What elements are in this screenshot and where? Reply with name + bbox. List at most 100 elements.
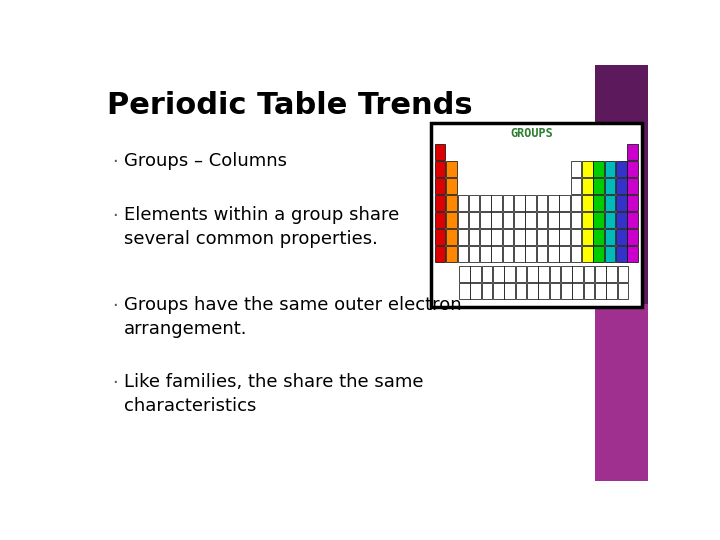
Bar: [549, 283, 560, 299]
Bar: [514, 195, 525, 211]
Bar: [492, 195, 502, 211]
Bar: [548, 246, 559, 262]
Bar: [537, 229, 547, 245]
Bar: [593, 212, 604, 228]
Bar: [457, 195, 468, 211]
Bar: [627, 144, 638, 160]
Bar: [548, 212, 559, 228]
Bar: [627, 178, 638, 194]
Bar: [549, 266, 560, 282]
Bar: [492, 212, 502, 228]
Bar: [539, 283, 549, 299]
Bar: [605, 246, 616, 262]
Text: Groups – Columns: Groups – Columns: [124, 152, 287, 170]
Bar: [459, 283, 469, 299]
Bar: [571, 161, 581, 177]
Bar: [435, 161, 446, 177]
Bar: [493, 266, 503, 282]
Bar: [503, 246, 513, 262]
Bar: [559, 195, 570, 211]
Bar: [527, 266, 538, 282]
Bar: [459, 266, 469, 282]
Bar: [435, 246, 446, 262]
Bar: [514, 246, 525, 262]
Bar: [469, 246, 480, 262]
Text: GROUPS: GROUPS: [510, 127, 554, 140]
Bar: [616, 195, 626, 211]
Text: Periodic Table Trends: Periodic Table Trends: [107, 91, 472, 120]
Bar: [582, 229, 593, 245]
Bar: [516, 283, 526, 299]
Bar: [582, 212, 593, 228]
Bar: [435, 229, 446, 245]
Bar: [559, 229, 570, 245]
Bar: [593, 195, 604, 211]
Bar: [505, 283, 515, 299]
Bar: [469, 229, 480, 245]
Bar: [493, 283, 503, 299]
Bar: [480, 229, 491, 245]
Bar: [492, 246, 502, 262]
Bar: [526, 195, 536, 211]
Bar: [616, 161, 626, 177]
Bar: [606, 283, 617, 299]
Bar: [618, 283, 628, 299]
Bar: [457, 246, 468, 262]
Bar: [618, 266, 628, 282]
Bar: [605, 195, 616, 211]
Bar: [514, 212, 525, 228]
Bar: [559, 212, 570, 228]
Bar: [539, 266, 549, 282]
Bar: [470, 266, 481, 282]
Text: ·: ·: [112, 298, 117, 315]
Bar: [435, 144, 446, 160]
Bar: [593, 178, 604, 194]
Bar: [470, 283, 481, 299]
Bar: [526, 229, 536, 245]
Text: Elements within a group share
several common properties.: Elements within a group share several co…: [124, 206, 400, 248]
Bar: [572, 283, 583, 299]
Bar: [584, 283, 594, 299]
Bar: [595, 266, 606, 282]
Bar: [627, 195, 638, 211]
Bar: [482, 266, 492, 282]
Bar: [616, 178, 626, 194]
Bar: [593, 161, 604, 177]
Bar: [482, 283, 492, 299]
Bar: [492, 229, 502, 245]
Bar: [627, 246, 638, 262]
Bar: [537, 246, 547, 262]
Bar: [446, 229, 456, 245]
Bar: [537, 212, 547, 228]
Bar: [446, 195, 456, 211]
Bar: [582, 161, 593, 177]
Bar: [627, 229, 638, 245]
Text: ·: ·: [112, 153, 117, 171]
Bar: [595, 65, 648, 303]
Bar: [561, 266, 572, 282]
Bar: [446, 178, 456, 194]
Bar: [503, 212, 513, 228]
Bar: [431, 123, 642, 307]
Bar: [595, 303, 648, 481]
Bar: [469, 212, 480, 228]
Bar: [571, 178, 581, 194]
Bar: [548, 195, 559, 211]
Bar: [516, 266, 526, 282]
Bar: [582, 195, 593, 211]
Bar: [469, 195, 480, 211]
Bar: [606, 266, 617, 282]
Bar: [571, 195, 581, 211]
Bar: [457, 212, 468, 228]
Bar: [616, 212, 626, 228]
Bar: [605, 212, 616, 228]
Bar: [514, 229, 525, 245]
Bar: [561, 283, 572, 299]
Bar: [559, 246, 570, 262]
Bar: [616, 229, 626, 245]
Bar: [548, 229, 559, 245]
Bar: [572, 266, 583, 282]
Bar: [605, 178, 616, 194]
Bar: [593, 246, 604, 262]
Bar: [595, 283, 606, 299]
